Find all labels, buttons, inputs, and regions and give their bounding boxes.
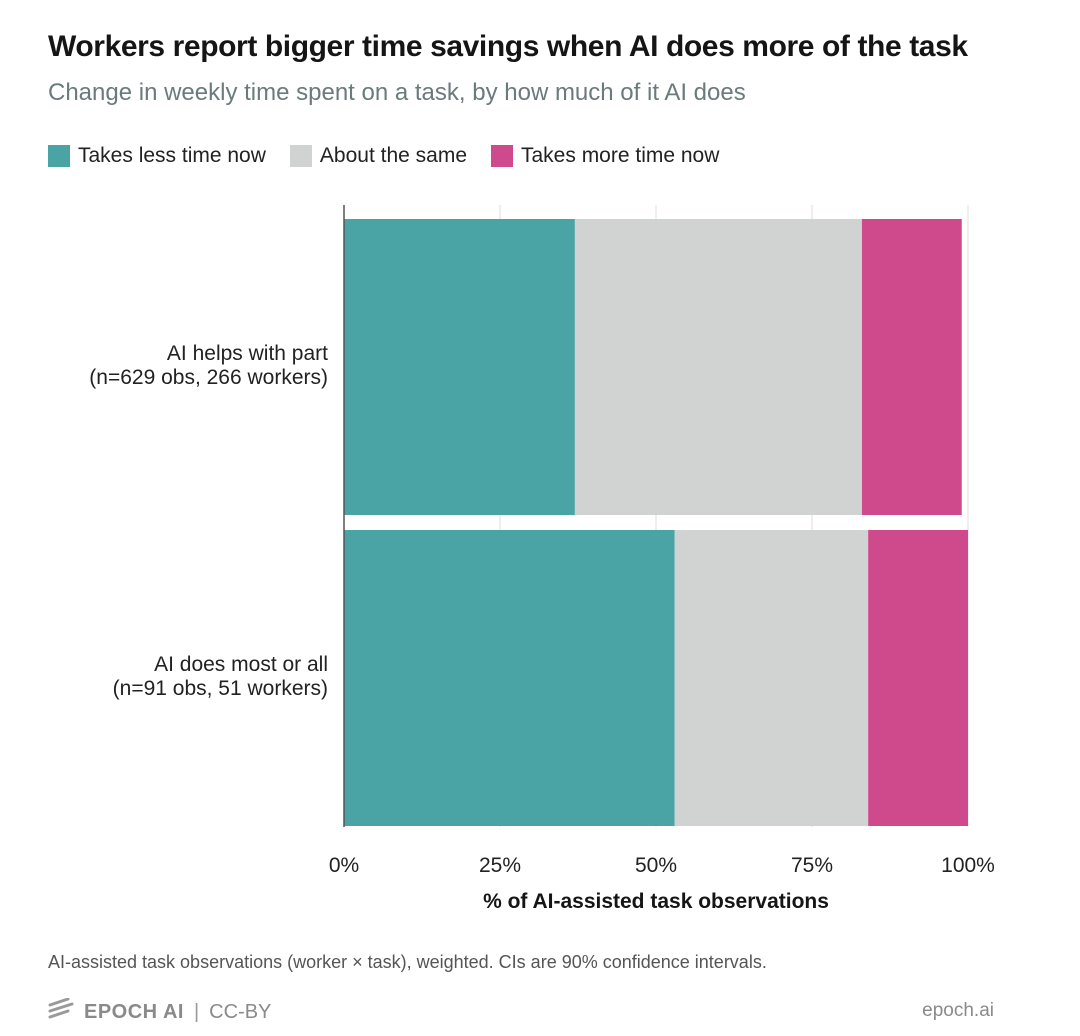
legend-item-more: Takes more time now <box>491 144 719 168</box>
x-tick-label: 75% <box>791 854 833 877</box>
footer-separator: | <box>193 1000 200 1023</box>
footnote: AI-assisted task observations (worker × … <box>48 952 767 972</box>
bar-segment <box>344 530 675 826</box>
legend-item-same: About the same <box>289 144 467 168</box>
brand-name: EPOCH AI <box>84 1000 184 1023</box>
tick-layer: 0% 25% 50% 75% 100% <box>329 854 995 877</box>
legend-swatch-more <box>491 145 513 167</box>
chart-subtitle: Change in weekly time spent on a task, b… <box>48 79 746 106</box>
x-tick-label: 0% <box>329 854 359 877</box>
x-tick-label: 100% <box>941 854 995 877</box>
bar-segment <box>674 530 869 826</box>
license-label: CC-BY <box>209 1000 272 1023</box>
category-label: AI helps with part (n=629 obs, 266 worker… <box>89 342 328 389</box>
bar-layer <box>344 219 968 826</box>
legend-label-more: Takes more time now <box>521 144 720 167</box>
category-label-line: AI helps with part <box>167 342 328 365</box>
category-label-layer: AI helps with part (n=629 obs, 266 worker… <box>89 342 328 700</box>
footer-brand: EPOCH AI | CC-BY <box>48 997 272 1026</box>
category-label: AI does most or all (n=91 obs, 51 workers… <box>113 653 328 700</box>
legend-swatch-less <box>48 145 70 167</box>
legend-label-less: Takes less time now <box>78 144 266 167</box>
bar-segment <box>868 530 968 826</box>
category-label-line: (n=91 obs, 51 workers) <box>113 677 328 700</box>
site-link[interactable]: epoch.ai <box>922 1000 994 1021</box>
category-label-line: AI does most or all <box>154 653 328 676</box>
bar-segment <box>574 219 862 515</box>
legend-item-less: Takes less time now <box>48 144 266 168</box>
legend-swatch-same <box>289 145 312 167</box>
chart-title: Workers report bigger time savings when … <box>48 30 968 63</box>
legend-label-same: About the same <box>319 144 467 167</box>
category-label-line: (n=629 obs, 266 workers) <box>89 366 328 389</box>
x-axis-title: % of AI-assisted task observations <box>483 890 829 913</box>
bar-segment <box>861 219 962 515</box>
epoch-logo-icon <box>48 997 74 1026</box>
x-tick-label: 50% <box>635 854 677 877</box>
bar-segment <box>344 219 575 515</box>
x-tick-label: 25% <box>479 854 521 877</box>
legend: Takes less time now About the same Takes… <box>48 144 719 168</box>
